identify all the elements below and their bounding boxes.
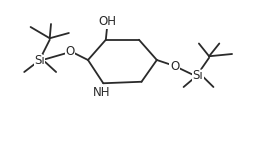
Text: O: O bbox=[65, 45, 74, 58]
Text: NH: NH bbox=[93, 87, 110, 99]
Text: O: O bbox=[169, 60, 179, 73]
Text: Si: Si bbox=[34, 54, 45, 67]
Text: Si: Si bbox=[192, 69, 202, 82]
Text: OH: OH bbox=[98, 15, 116, 28]
